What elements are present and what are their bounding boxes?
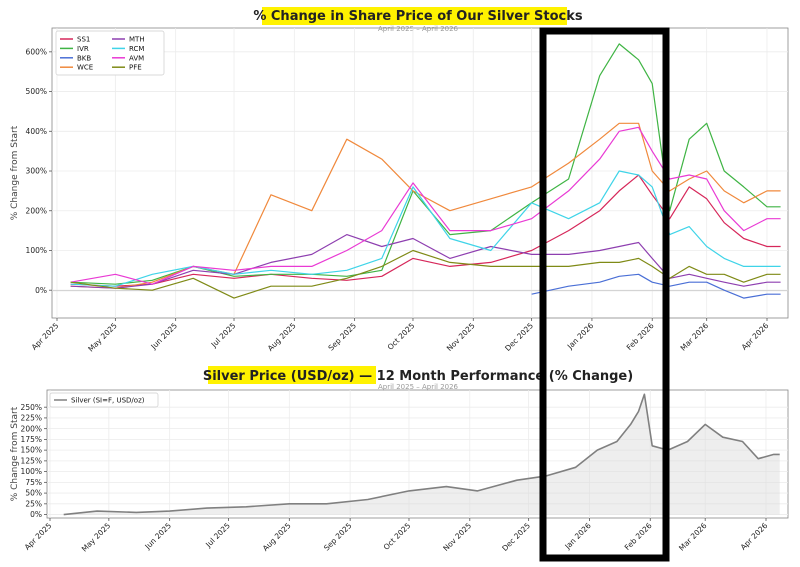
top-plot-frame [51, 27, 789, 319]
x-tick-label: Jul 2025 [203, 521, 232, 550]
x-tick-label: Sep 2025 [322, 521, 354, 553]
y-tick-label: 25% [25, 499, 42, 508]
legend-label: SS1 [77, 36, 90, 44]
legend-label: WCE [77, 64, 93, 72]
series-line-avm [70, 126, 781, 285]
x-tick-label: May 2025 [86, 321, 119, 354]
y-tick-label: 250% [21, 403, 42, 412]
bottom-chart-title: Silver Price (USD/oz) — 12 Month Perform… [203, 369, 633, 384]
legend-label: AVM [129, 54, 144, 62]
bottom-y-axis-label: % Change from Start [10, 406, 20, 501]
x-tick-label: Nov 2025 [441, 521, 473, 553]
bottom-legend-box [49, 392, 159, 408]
top-chart-subtitle: April 2025 – April 2026 [378, 25, 459, 33]
highlight-box-annotation [539, 27, 670, 562]
bottom-x-tick-labels: Apr 2025 May 2025 Jun 2025 Jul 2025 Aug 2025… [23, 518, 770, 554]
y-tick-label: 300% [26, 167, 47, 176]
x-tick-label: Jun 2025 [143, 521, 174, 552]
series-area-fill [63, 394, 780, 515]
x-tick-label: Apr 2026 [739, 521, 770, 552]
y-tick-label: 200% [26, 206, 47, 215]
top-title-highlight [262, 7, 567, 25]
top-series-lines [70, 43, 781, 299]
y-tick-label: 75% [25, 478, 42, 487]
x-tick-label: Mar 2026 [677, 521, 709, 553]
x-tick-label: Aug 2025 [261, 521, 293, 553]
x-tick-label: Jun 2025 [149, 321, 180, 352]
y-tick-label: 50% [25, 489, 42, 498]
bottom-plot-frame [46, 389, 789, 519]
x-tick-label: Feb 2026 [625, 321, 656, 352]
legend-label: BKB [77, 54, 91, 62]
y-tick-label: 175% [21, 435, 42, 444]
top-chart: % Change in Share Price of Our Silver St… [10, 7, 789, 354]
bottom-chart-subtitle: April 2025 – April 2026 [378, 383, 459, 391]
series-line-rcm [70, 170, 781, 287]
legend-label: IVR [77, 45, 89, 53]
x-tick-label: May 2025 [80, 521, 113, 554]
y-tick-label: 150% [21, 446, 42, 455]
y-tick-label: 0% [30, 510, 42, 519]
x-tick-label: Jan 2026 [562, 521, 593, 552]
legend-label: MTH [129, 36, 145, 44]
x-tick-label: Sep 2025 [326, 321, 358, 353]
x-tick-label: Jan 2026 [565, 321, 596, 352]
top-chart-title: % Change in Share Price of Our Silver St… [253, 9, 583, 24]
x-tick-label: Apr 2026 [740, 321, 771, 352]
series-line-silver-si-f-usd-oz [63, 393, 780, 516]
x-tick-label: Dec 2025 [500, 521, 532, 553]
series-line-ss1 [70, 174, 781, 287]
y-tick-label: 0% [35, 286, 47, 295]
y-tick-label: 400% [26, 127, 47, 136]
y-tick-label: 600% [26, 47, 47, 56]
series-line-ivr [70, 43, 781, 285]
series-line-pfe [70, 249, 781, 299]
x-tick-label: Jul 2025 [209, 321, 238, 350]
bottom-series [63, 393, 780, 516]
top-y-tick-labels: 0% 100% 200% 300% 400% 500% 600% [26, 47, 52, 295]
bottom-y-tick-labels: 0% 25%50% 75% 100% 125%150% 175% 200%225% 250% [21, 403, 47, 519]
y-tick-label: 100% [26, 246, 47, 255]
bottom-chart: Silver Price (USD/oz) — 12 Month Perform… [10, 366, 789, 554]
x-tick-label: Oct 2025 [382, 521, 413, 552]
bottom-legend: Silver (SI=F, USD/oz) [49, 392, 159, 408]
x-tick-label: Dec 2025 [503, 321, 535, 353]
series-line-bkb [531, 273, 781, 299]
legend-label: Silver (SI=F, USD/oz) [71, 397, 145, 405]
top-x-tick-labels: Apr 2025 May 2025 Jun 2025 Jul 2025 Aug 2025… [30, 318, 771, 354]
x-tick-label: Nov 2025 [445, 321, 477, 353]
x-tick-label: Apr 2025 [23, 521, 54, 552]
x-tick-label: Apr 2025 [30, 321, 61, 352]
y-tick-label: 100% [21, 467, 42, 476]
legend-label: RCM [129, 45, 144, 53]
y-tick-label: 200% [21, 424, 42, 433]
y-tick-label: 500% [26, 87, 47, 96]
x-tick-label: Oct 2025 [386, 321, 417, 352]
x-tick-label: Mar 2026 [679, 321, 711, 353]
bottom-title-highlight [208, 366, 376, 384]
top-gridlines [52, 28, 788, 318]
legend-label: PFE [129, 64, 142, 72]
top-y-axis-label: % Change from Start [10, 125, 20, 220]
y-tick-label: 225% [21, 414, 42, 423]
y-tick-label: 125% [21, 456, 42, 465]
x-tick-label: Aug 2025 [266, 321, 298, 353]
top-legend-box [55, 30, 165, 76]
x-tick-label: Feb 2026 [623, 521, 654, 552]
